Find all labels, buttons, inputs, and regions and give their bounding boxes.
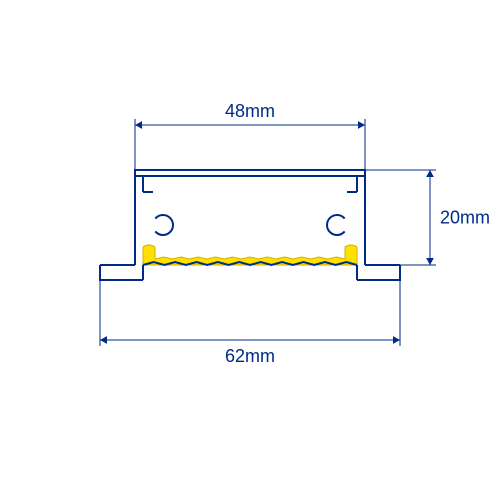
technical-drawing: 48mm 20mm 62mm	[0, 0, 500, 500]
dim-top-label: 48mm	[225, 101, 275, 121]
dimension-bottom-width: 62mm	[100, 280, 400, 366]
dimension-top-width: 48mm	[135, 101, 365, 170]
dim-bottom-label: 62mm	[225, 346, 275, 366]
dim-height-label: 20mm	[440, 208, 490, 228]
dimension-height: 20mm	[365, 170, 490, 265]
